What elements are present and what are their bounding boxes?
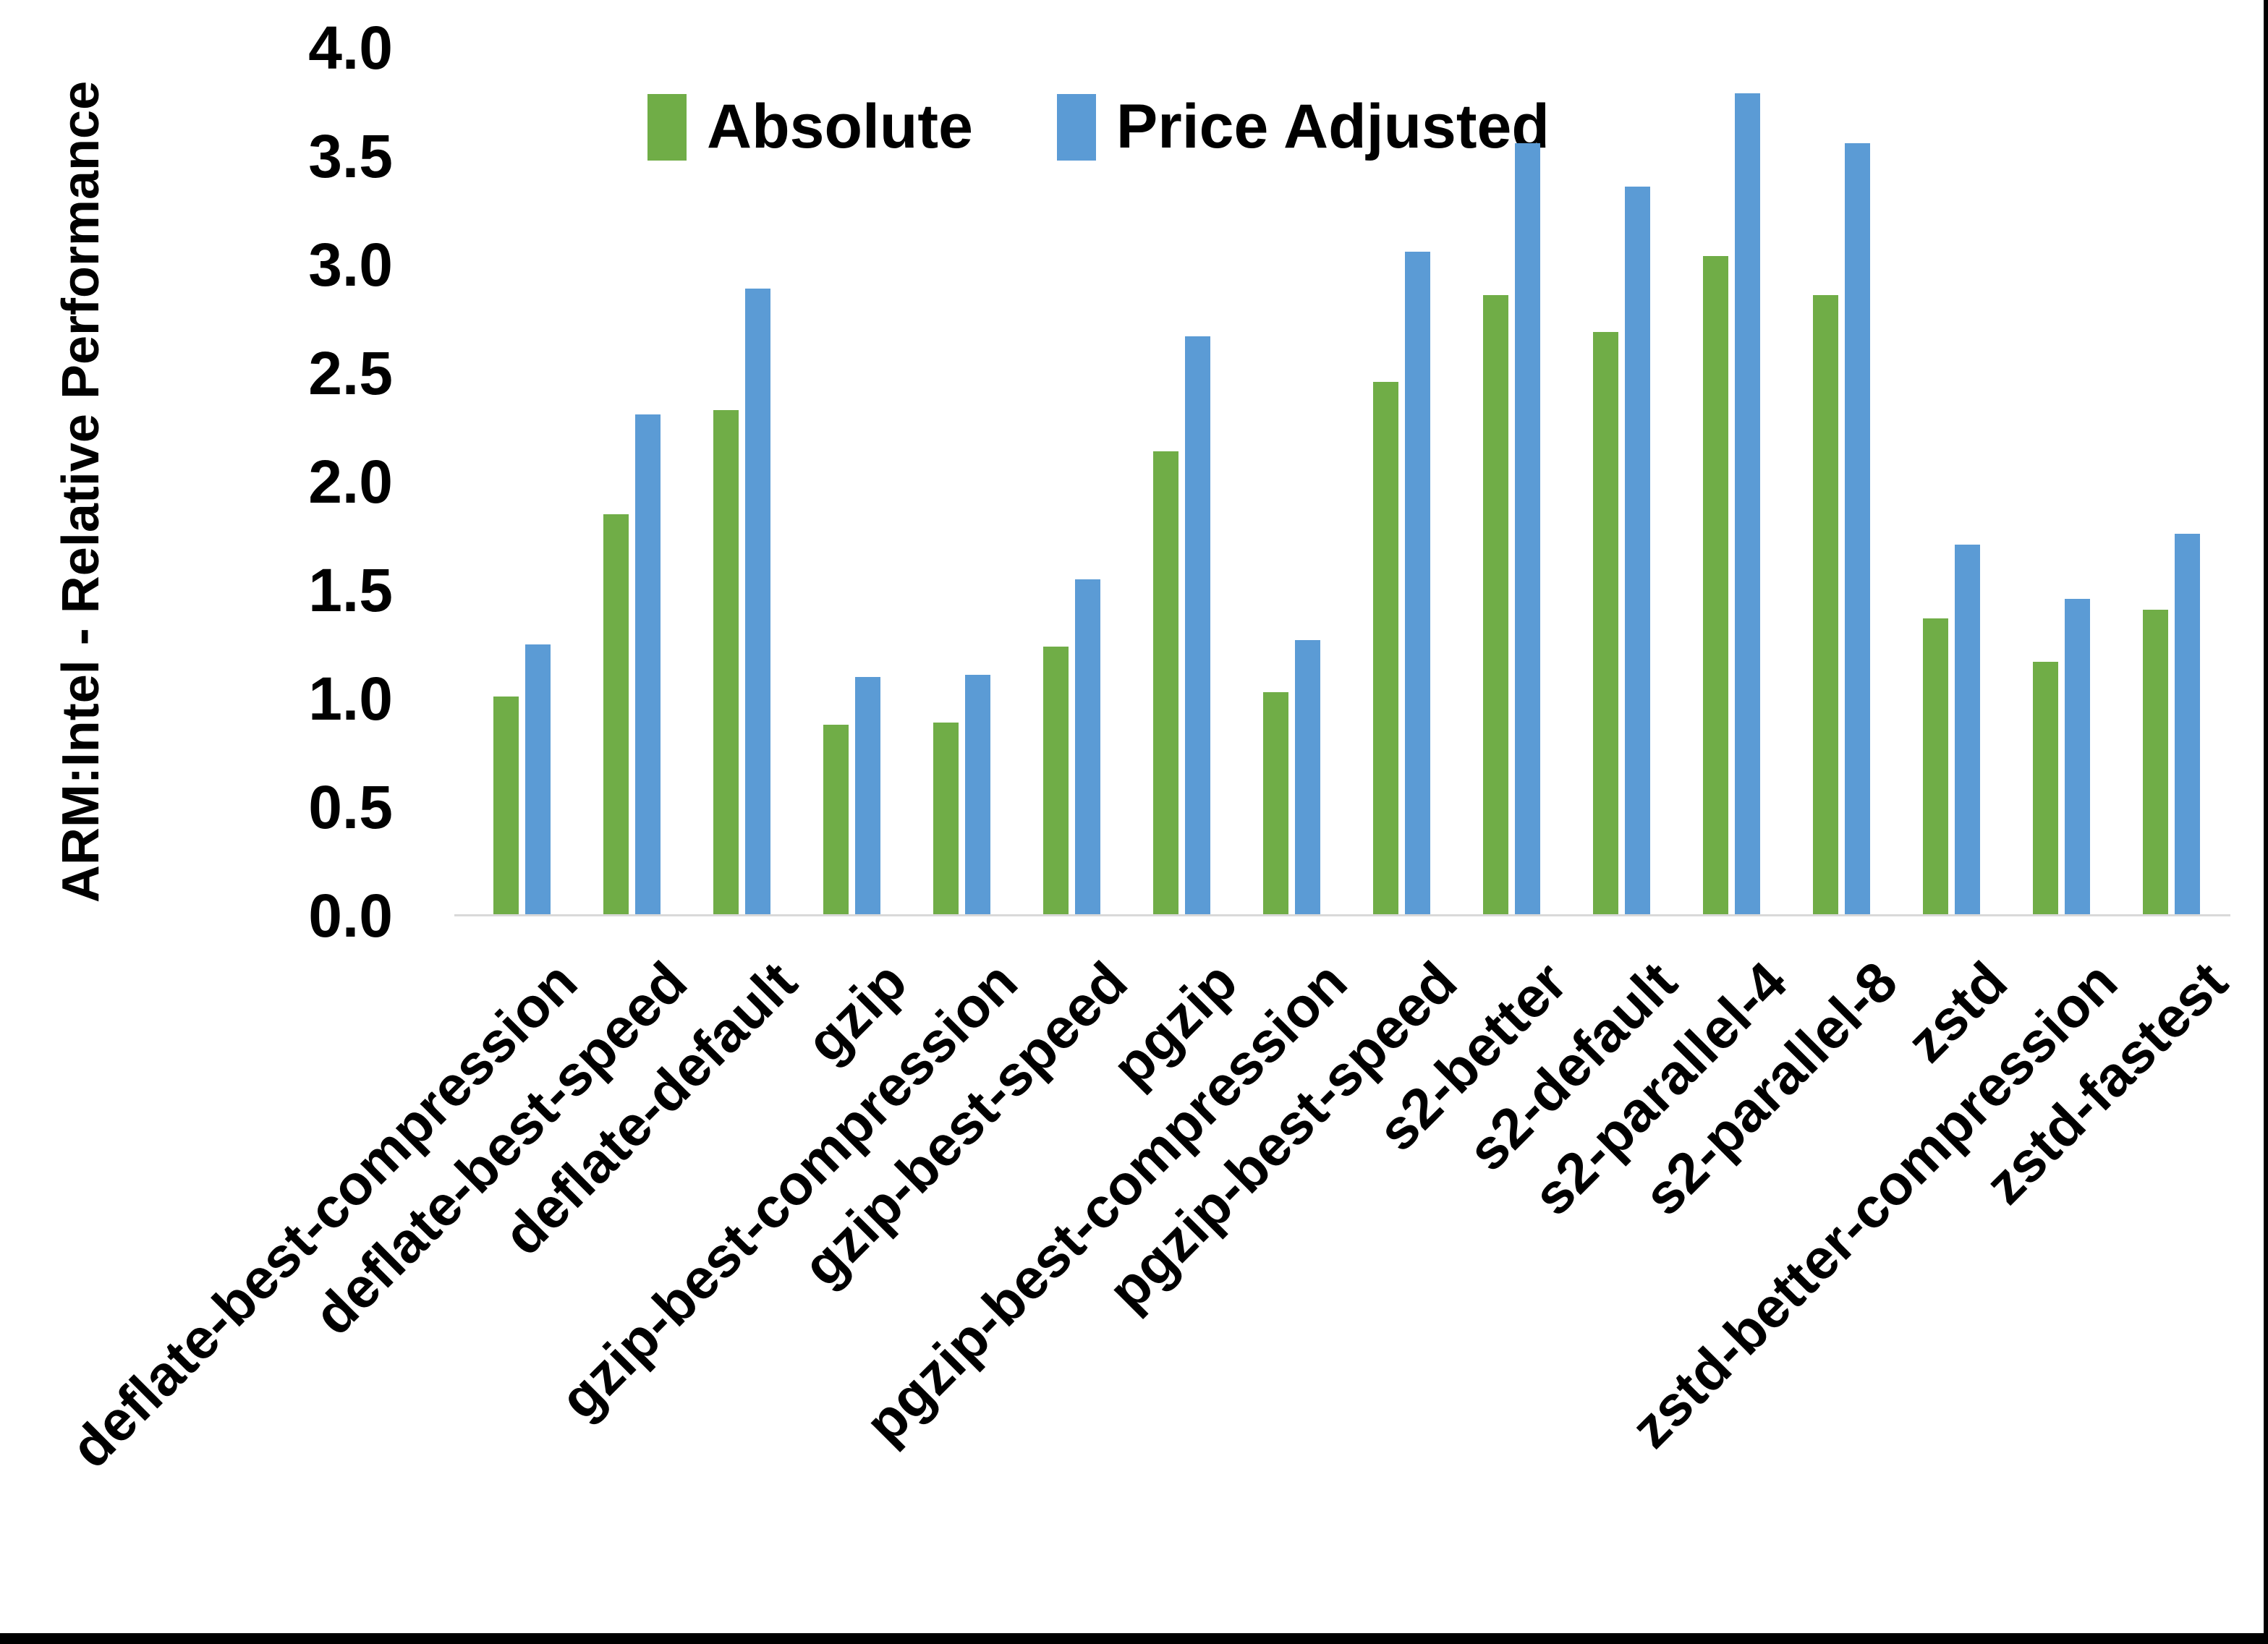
bar-price-adjusted-s2-parallel-8 — [1845, 143, 1871, 916]
y-tick-1.5: 1.5 — [308, 556, 393, 624]
bar-absolute-gzip — [823, 725, 849, 916]
frame-border-bottom — [0, 1633, 2268, 1644]
bar-absolute-pgzip-best-compression — [1262, 692, 1288, 916]
bar-price-adjusted-gzip-best-compression — [964, 675, 990, 916]
y-tick-2.0: 2.0 — [308, 448, 393, 516]
bar-price-adjusted-s2-parallel-4 — [1735, 93, 1761, 916]
bar-absolute-gzip-best-speed — [1042, 647, 1069, 916]
y-tick-1.0: 1.0 — [308, 665, 393, 733]
bar-price-adjusted-deflate-default — [744, 289, 770, 916]
legend: Absolute Price Adjusted — [647, 91, 1550, 163]
legend-swatch-absolute — [647, 93, 687, 161]
bar-price-adjusted-deflate-best-speed — [634, 414, 661, 916]
y-tick-3.0: 3.0 — [308, 231, 393, 299]
bar-absolute-s2-parallel-4 — [1703, 256, 1729, 916]
x-axis-line — [454, 914, 2230, 916]
bar-absolute-zstd-better-compression — [2033, 662, 2059, 916]
bar-absolute-deflate-default — [713, 410, 739, 916]
bar-price-adjusted-pgzip — [1184, 336, 1210, 916]
y-tick-0.5: 0.5 — [308, 773, 393, 841]
bar-price-adjusted-gzip — [854, 677, 880, 916]
bar-absolute-pgzip-best-speed — [1373, 382, 1398, 916]
bar-price-adjusted-zstd-better-compression — [2065, 599, 2091, 916]
bar-absolute-deflate-best-speed — [603, 514, 629, 916]
bar-absolute-s2-default — [1593, 332, 1619, 916]
plot-area — [467, 48, 2227, 916]
y-tick-0.0: 0.0 — [308, 882, 393, 950]
bar-price-adjusted-s2-default — [1625, 187, 1651, 916]
bar-absolute-zstd-fastest — [2143, 610, 2169, 916]
bar-price-adjusted-gzip-best-speed — [1074, 579, 1100, 916]
y-tick-4.0: 4.0 — [308, 14, 393, 82]
legend-label-absolute: Absolute — [707, 92, 973, 161]
bar-absolute-pgzip — [1152, 451, 1178, 916]
bar-price-adjusted-zstd-fastest — [2175, 534, 2201, 916]
bar-price-adjusted-zstd — [1955, 545, 1981, 916]
bar-price-adjusted-s2-better — [1515, 143, 1541, 916]
y-tick-2.5: 2.5 — [308, 339, 393, 407]
bar-price-adjusted-pgzip-best-compression — [1294, 640, 1320, 916]
bar-absolute-deflate-best-compression — [493, 697, 519, 916]
bar-price-adjusted-pgzip-best-speed — [1405, 252, 1430, 916]
bar-absolute-gzip-best-compression — [933, 723, 959, 916]
legend-swatch-price-adjusted — [1056, 93, 1096, 161]
frame-border-right — [2264, 0, 2268, 1644]
bar-absolute-s2-better — [1483, 295, 1509, 916]
bar-absolute-zstd — [1923, 618, 1949, 916]
bar-price-adjusted-deflate-best-compression — [524, 644, 551, 916]
y-tick-3.5: 3.5 — [308, 122, 393, 190]
legend-label-price-adjusted: Price Adjusted — [1116, 92, 1550, 161]
bar-absolute-s2-parallel-8 — [1813, 295, 1839, 916]
